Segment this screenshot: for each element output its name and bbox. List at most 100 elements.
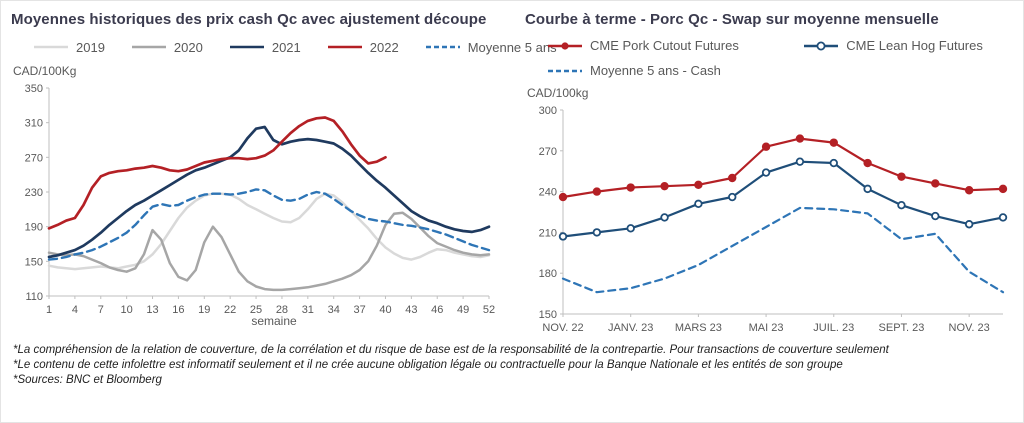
footnote-sources: *Sources: BNC et Bloomberg [13, 374, 162, 386]
y-tick-label: 270 [25, 152, 43, 164]
series-marker-cme-pork-cutout-futures [897, 172, 906, 181]
legend-swatch-cme-pork-cutout-futures [548, 41, 582, 50]
x-tick-label: 19 [198, 304, 210, 316]
x-tick-label: 10 [121, 304, 133, 316]
y-tick-label: 210 [539, 227, 557, 239]
x-tick-label: JANV. 23 [608, 322, 653, 334]
y-tick-label: 180 [539, 268, 557, 280]
series-marker-cme-lean-hog-futures [829, 158, 838, 168]
charts-container: Moyennes historiques des prix cash Qc av… [11, 9, 1013, 334]
legend-label: 2022 [369, 39, 399, 55]
legend-label: Moyenne 5 ans - Cash [590, 63, 721, 78]
y-tick-label: 190 [25, 222, 43, 234]
legend-label: CME Pork Cutout Futures [590, 38, 739, 53]
series-marker-cme-lean-hog-futures [626, 224, 635, 233]
x-tick-label: 46 [431, 304, 443, 316]
x-tick-label: 28 [276, 304, 288, 316]
series-line-moyenne-5-ans-cash [561, 206, 1005, 294]
series-marker-cme-pork-cutout-futures [558, 192, 568, 202]
x-tick-label: 13 [146, 304, 158, 316]
legend-item-moyenne-5-ans-cash: Moyenne 5 ans - Cash [547, 63, 803, 78]
series-marker-cme-pork-cutout-futures [931, 179, 940, 188]
y-tick-label: 310 [25, 118, 43, 130]
legend-swatch-2019 [34, 45, 68, 49]
y-tick-label: 150 [25, 256, 43, 268]
series-marker-cme-pork-cutout-futures [660, 181, 669, 191]
historical-prices-panel: Moyennes historiques des prix cash Qc av… [11, 9, 557, 334]
futures-curve-panel: Courbe à terme - Porc Qc - Swap sur moye… [525, 9, 1013, 334]
x-tick-label: MAI 23 [749, 322, 784, 334]
right-y-axis-unit: CAD/100kg [527, 86, 589, 100]
series-marker-cme-pork-cutout-futures [728, 173, 737, 183]
x-tick-label: NOV. 22 [542, 322, 583, 334]
y-tick-label: 230 [25, 187, 43, 199]
legend-label: 2021 [271, 39, 301, 55]
series-marker-cme-pork-cutout-futures [964, 186, 974, 195]
y-tick-label: 110 [25, 291, 43, 303]
x-tick-label: 37 [353, 304, 365, 316]
series-marker-cme-lean-hog-futures [931, 211, 940, 221]
x-tick-label: MARS 23 [675, 322, 722, 334]
series-marker-cme-lean-hog-futures [592, 228, 602, 237]
legend-item-2019: 2019 [33, 40, 105, 55]
legend-label: 2019 [76, 39, 105, 55]
series-marker-cme-pork-cutout-futures [626, 183, 635, 192]
legend-item-cme-pork-cutout-futures: CME Pork Cutout Futures [547, 38, 803, 53]
series-marker-cme-lean-hog-futures [761, 168, 771, 177]
series-marker-cme-pork-cutout-futures [829, 138, 838, 147]
series-marker-cme-lean-hog-futures [728, 192, 737, 202]
futures-curve-line-chart: 150 180 210 240 270 300 NOV. 22 JANV. 23 MARS 23… [539, 105, 1008, 334]
series-marker-cme-lean-hog-futures [863, 184, 872, 194]
legend-item-2022: 2022 [327, 40, 399, 55]
series-marker-cme-pork-cutout-futures [592, 187, 602, 196]
x-tick-label: 49 [457, 304, 469, 316]
series-marker-cme-lean-hog-futures [660, 213, 669, 222]
series-line-moyenne-5-ans [47, 188, 491, 261]
legend-swatch-moyenne-5-ans [425, 45, 460, 49]
left-x-axis-label: semaine [251, 314, 297, 328]
x-tick-label: 31 [302, 304, 314, 316]
footnote-disclaimer: *Le contenu de cette infolettre est info… [13, 359, 843, 371]
series-line-2020 [47, 211, 491, 292]
legend-item-cme-lean-hog-futures: CME Lean Hog Futures [803, 38, 1013, 53]
legend-swatch-2022 [327, 45, 362, 49]
x-tick-label: 43 [405, 304, 417, 316]
series-marker-cme-lean-hog-futures [795, 157, 805, 166]
right-chart-title: Courbe à terme - Porc Qc - Swap sur moye… [525, 11, 939, 28]
legend-swatch-moyenne-5-ans-cash [548, 69, 582, 72]
series-marker-cme-lean-hog-futures [897, 200, 906, 210]
legend-item-2021: 2021 [229, 40, 301, 55]
x-tick-label: 1 [46, 304, 52, 316]
x-tick-label: NOV. 23 [949, 322, 990, 334]
x-tick-label: 34 [328, 304, 340, 316]
x-tick-label: SEPT. 23 [879, 322, 925, 334]
left-chart-legend: 2019 2020 2021 2022 Moyenne 5 ans [33, 36, 557, 58]
right-chart-legend: CME Pork Cutout Futures CME Lean Hog Futu… [547, 36, 1013, 80]
historical-prices-line-chart: 110 150 190 230 270 310 350 1 4 7 10 13 16 19 22 25 28 31… [25, 83, 495, 316]
series-marker-cme-pork-cutout-futures [694, 180, 703, 189]
left-y-axis-unit: CAD/100Kg [13, 64, 77, 78]
series-line-2022 [47, 116, 387, 230]
series-marker-cme-lean-hog-futures [964, 220, 974, 229]
legend-label: 2020 [173, 39, 203, 55]
series-marker-cme-pork-cutout-futures [998, 184, 1008, 194]
x-tick-label: 52 [483, 304, 495, 316]
x-tick-label: 16 [172, 304, 184, 316]
series-marker-cme-pork-cutout-futures [863, 158, 872, 168]
y-tick-label: 300 [539, 105, 557, 117]
x-tick-label: 4 [72, 304, 78, 316]
x-tick-label: 40 [379, 304, 391, 316]
footnotes: *La compréhension de la relation de couv… [11, 344, 1013, 386]
series-marker-cme-pork-cutout-futures [761, 142, 771, 151]
y-tick-label: 270 [539, 146, 557, 158]
legend-swatch-cme-lean-hog-futures [804, 41, 839, 50]
legend-item-2020: 2020 [131, 40, 203, 55]
series-marker-cme-lean-hog-futures [694, 199, 703, 209]
series-line-2021 [47, 125, 491, 259]
x-tick-label: 22 [224, 304, 236, 316]
x-tick-label: 25 [250, 304, 262, 316]
series-line-cme-pork-cutout-futures [561, 137, 1005, 199]
y-tick-label: 350 [25, 83, 43, 95]
y-tick-label: 150 [539, 309, 557, 321]
